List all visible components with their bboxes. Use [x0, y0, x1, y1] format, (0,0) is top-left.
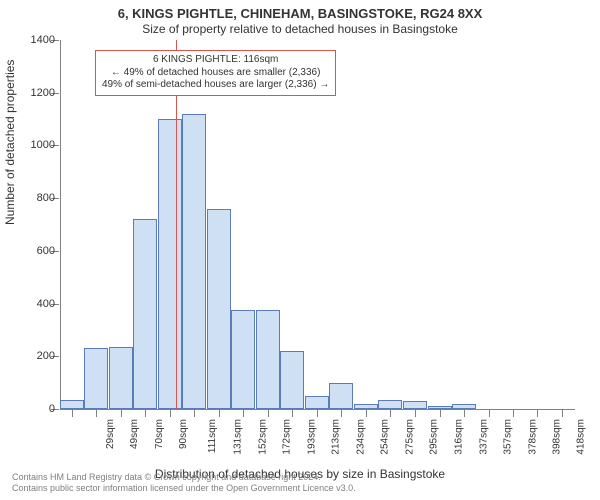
x-tick-label: 378sqm — [528, 419, 539, 455]
histogram-bar — [182, 114, 206, 409]
histogram-bar — [231, 310, 255, 409]
x-tick — [268, 409, 269, 417]
x-tick-label: 172sqm — [281, 419, 292, 455]
x-tick — [96, 409, 97, 417]
y-tick-label: 1200 — [31, 87, 55, 99]
x-tick-label: 111sqm — [207, 419, 218, 453]
annotation-line: 6 KINGS PIGHTLE: 116sqm — [102, 54, 329, 67]
footer-line-2: Contains public sector information licen… — [12, 483, 356, 494]
x-tick — [145, 409, 146, 417]
footer-attribution: Contains HM Land Registry data © Crown c… — [12, 472, 356, 494]
x-tick — [170, 409, 171, 417]
histogram-bar — [256, 310, 280, 409]
histogram-bar — [378, 400, 402, 409]
histogram-bar — [84, 348, 108, 409]
x-tick-label: 234sqm — [355, 419, 366, 455]
x-tick-label: 152sqm — [257, 419, 268, 455]
x-tick — [366, 409, 367, 417]
x-tick-label: 337sqm — [479, 419, 490, 455]
x-tick-label: 90sqm — [178, 419, 189, 449]
x-tick-label: 398sqm — [551, 419, 562, 455]
x-tick-label: 316sqm — [453, 419, 464, 455]
x-tick — [464, 409, 465, 417]
chart-supertitle: 6, KINGS PIGHTLE, CHINEHAM, BASINGSTOKE,… — [0, 6, 600, 21]
histogram-bar — [109, 347, 133, 409]
annotation-box: 6 KINGS PIGHTLE: 116sqm← 49% of detached… — [95, 50, 336, 96]
y-tick-label: 1000 — [31, 139, 55, 151]
x-tick — [72, 409, 73, 417]
x-tick — [219, 409, 220, 417]
x-tick-label: 193sqm — [306, 419, 317, 455]
x-tick-label: 295sqm — [428, 419, 439, 455]
y-tick-label: 1400 — [31, 34, 55, 46]
histogram-bar — [158, 119, 182, 409]
x-tick-label: 29sqm — [105, 419, 116, 449]
x-tick-label: 131sqm — [232, 419, 243, 455]
x-tick — [390, 409, 391, 417]
x-tick — [440, 409, 441, 417]
y-tick-label: 600 — [37, 245, 55, 257]
x-tick-label: 213sqm — [330, 419, 341, 455]
chart-page: 6, KINGS PIGHTLE, CHINEHAM, BASINGSTOKE,… — [0, 0, 600, 500]
x-tick — [243, 409, 244, 417]
x-tick — [121, 409, 122, 417]
chart-subtitle: Size of property relative to detached ho… — [0, 22, 600, 36]
histogram-bar — [403, 401, 427, 409]
x-tick — [537, 409, 538, 417]
histogram-bar — [60, 400, 84, 409]
histogram-bar — [305, 396, 329, 409]
y-tick-label: 0 — [49, 403, 55, 415]
y-tick-label: 400 — [37, 298, 55, 310]
x-tick-label: 357sqm — [502, 419, 513, 455]
histogram-bar — [280, 351, 304, 409]
x-tick — [489, 409, 490, 417]
y-tick-label: 200 — [37, 350, 55, 362]
x-tick — [292, 409, 293, 417]
x-tick-label: 254sqm — [379, 419, 390, 455]
plot-area: 0200400600800100012001400 — [60, 40, 575, 410]
x-tick — [317, 409, 318, 417]
histogram-bar — [207, 209, 231, 409]
annotation-line: 49% of semi-detached houses are larger (… — [102, 79, 329, 92]
x-tick-label: 275sqm — [404, 419, 415, 455]
histogram-bar — [133, 219, 157, 409]
x-tick-label: 70sqm — [154, 419, 165, 449]
annotation-line: ← 49% of detached houses are smaller (2,… — [102, 67, 329, 80]
x-tick-label: 49sqm — [129, 419, 140, 449]
x-tick-label: 418sqm — [575, 419, 586, 455]
x-tick — [415, 409, 416, 417]
y-tick-label: 800 — [37, 192, 55, 204]
footer-line-1: Contains HM Land Registry data © Crown c… — [12, 472, 356, 483]
histogram-bar — [329, 383, 353, 409]
x-tick — [341, 409, 342, 417]
y-axis-label: Number of detached properties — [3, 60, 17, 225]
x-tick — [194, 409, 195, 417]
x-tick — [562, 409, 563, 417]
x-tick — [513, 409, 514, 417]
